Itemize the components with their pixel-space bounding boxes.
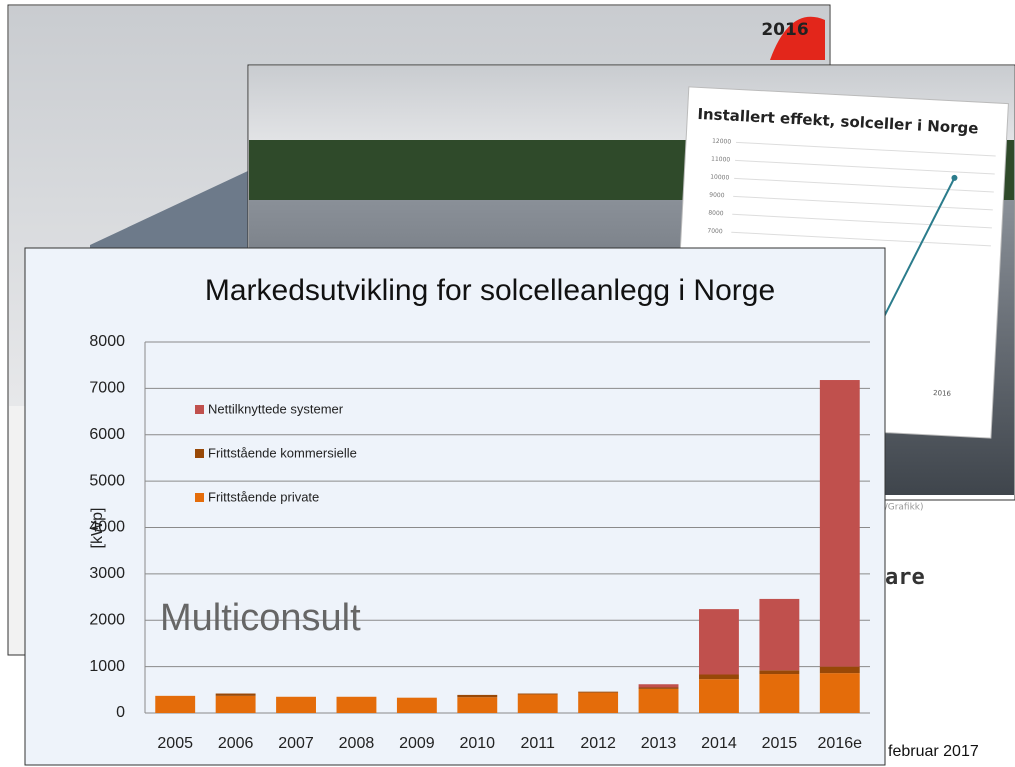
bar-segment xyxy=(639,689,679,713)
x-tick-label: 2014 xyxy=(701,735,737,752)
x-tick-label: 2006 xyxy=(218,735,254,752)
inset-tick-label: 7000 xyxy=(707,228,723,236)
bar-segment xyxy=(820,673,860,713)
x-tick-label: 2008 xyxy=(339,735,375,752)
bar-segment xyxy=(639,684,679,687)
legend-swatch xyxy=(195,449,204,458)
badge-text: 2016 xyxy=(761,20,808,40)
x-tick-label: 2009 xyxy=(399,735,435,752)
bar-segment xyxy=(820,380,860,667)
bar-segment xyxy=(518,694,558,713)
x-tick-label: 2011 xyxy=(521,735,556,752)
inset-tick-label: 9000 xyxy=(709,192,725,200)
inset-tick-label: 8000 xyxy=(708,210,724,218)
y-tick-label: 5000 xyxy=(89,472,125,489)
x-tick-label: 2015 xyxy=(762,735,798,752)
y-tick-label: 6000 xyxy=(89,426,125,443)
bar-segment xyxy=(820,667,860,673)
bar-segment xyxy=(457,695,497,697)
bar-segment xyxy=(397,698,437,713)
bar-segment xyxy=(759,599,799,670)
bar-segment xyxy=(699,609,739,674)
y-tick-label: 2000 xyxy=(89,611,125,628)
date: februar 2017 xyxy=(888,743,979,760)
logo: Multiconsult xyxy=(160,597,361,639)
bar-segment xyxy=(578,692,618,693)
bar-segment xyxy=(457,697,497,713)
y-tick-label: 0 xyxy=(116,704,125,721)
y-tick-label: 1000 xyxy=(89,658,125,675)
legend-label: Frittstående kommersielle xyxy=(208,445,357,460)
bar-segment xyxy=(216,694,256,696)
x-tick-label: 2013 xyxy=(641,735,677,752)
y-tick-label: 7000 xyxy=(89,380,125,397)
legend-swatch xyxy=(195,493,204,502)
chart-title: Markedsutvikling for solcelleanlegg i No… xyxy=(205,274,775,307)
caption: s/Grafikk) xyxy=(880,503,924,513)
bar-segment xyxy=(578,693,618,713)
bar-segment xyxy=(699,675,739,680)
inset-tick-label: 10000 xyxy=(710,174,730,182)
x-tick-label: 2010 xyxy=(459,735,495,752)
bar-segment xyxy=(759,674,799,713)
bar-segment xyxy=(518,694,558,695)
y-tick-label: 4000 xyxy=(89,519,125,536)
bar-segment xyxy=(155,696,195,713)
x-tick-label: 2005 xyxy=(157,735,193,752)
x-tick-label: 2007 xyxy=(278,735,314,752)
bar-segment xyxy=(759,670,799,674)
bar-segment xyxy=(276,697,316,713)
chart-panel xyxy=(25,248,885,765)
page: 2016 s/Grafikk) are Installert effekt, s… xyxy=(0,0,1015,767)
bar-segment xyxy=(337,697,377,713)
legend-label: Frittstående private xyxy=(208,489,319,504)
inset-tick-label: 12000 xyxy=(712,138,732,146)
inset-x-label: 2016 xyxy=(933,389,952,398)
bar-segment xyxy=(216,696,256,713)
x-tick-label: 2016e xyxy=(818,735,863,752)
inset-tick-label: 11000 xyxy=(711,156,731,164)
bar-segment xyxy=(699,679,739,713)
y-tick-label: 3000 xyxy=(89,565,125,582)
bar-segment xyxy=(639,687,679,688)
headline-fragment: are xyxy=(885,565,925,590)
legend-swatch xyxy=(195,405,204,414)
y-tick-label: 8000 xyxy=(89,333,125,350)
x-tick-label: 2012 xyxy=(580,735,616,752)
legend-label: Nettilknyttede systemer xyxy=(208,401,344,416)
